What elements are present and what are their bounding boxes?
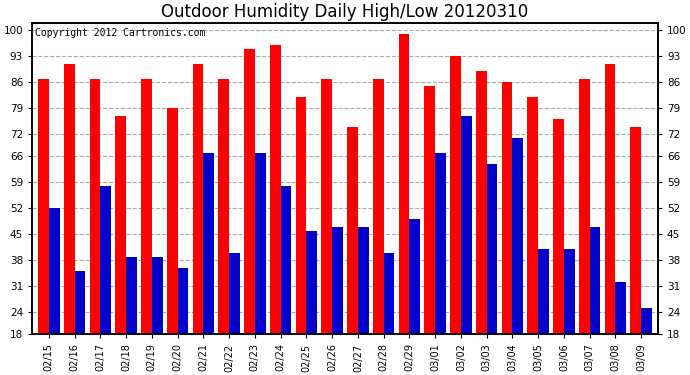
Bar bbox=[476, 71, 486, 334]
Bar bbox=[126, 256, 137, 334]
Bar bbox=[90, 79, 100, 334]
Bar bbox=[553, 119, 564, 334]
Bar bbox=[358, 227, 368, 334]
Bar bbox=[590, 227, 600, 334]
Bar bbox=[177, 268, 188, 334]
Bar bbox=[100, 186, 111, 334]
Bar bbox=[615, 282, 627, 334]
Title: Outdoor Humidity Daily High/Low 20120310: Outdoor Humidity Daily High/Low 20120310 bbox=[161, 3, 529, 21]
Bar bbox=[322, 79, 332, 334]
Bar bbox=[486, 164, 497, 334]
Bar bbox=[295, 97, 306, 334]
Bar bbox=[115, 116, 126, 334]
Bar bbox=[461, 116, 472, 334]
Bar bbox=[281, 186, 291, 334]
Bar bbox=[502, 82, 513, 334]
Bar bbox=[49, 209, 59, 334]
Bar bbox=[564, 249, 575, 334]
Bar bbox=[75, 272, 86, 334]
Bar bbox=[513, 138, 523, 334]
Text: Copyright 2012 Cartronics.com: Copyright 2012 Cartronics.com bbox=[35, 28, 206, 38]
Bar bbox=[435, 153, 446, 334]
Bar bbox=[204, 153, 214, 334]
Bar bbox=[255, 153, 266, 334]
Bar bbox=[347, 127, 358, 335]
Bar bbox=[38, 79, 49, 334]
Bar bbox=[631, 127, 641, 335]
Bar bbox=[306, 231, 317, 334]
Bar bbox=[244, 49, 255, 334]
Bar bbox=[193, 64, 204, 334]
Bar bbox=[152, 256, 163, 334]
Bar bbox=[229, 253, 240, 334]
Bar bbox=[167, 108, 177, 334]
Bar bbox=[399, 34, 409, 334]
Bar bbox=[641, 308, 652, 334]
Bar bbox=[579, 79, 590, 334]
Bar bbox=[332, 227, 343, 334]
Bar bbox=[450, 56, 461, 334]
Bar bbox=[218, 79, 229, 334]
Bar bbox=[373, 79, 384, 334]
Bar bbox=[384, 253, 395, 334]
Bar bbox=[63, 64, 75, 334]
Bar bbox=[141, 79, 152, 334]
Bar bbox=[270, 45, 281, 334]
Bar bbox=[424, 86, 435, 334]
Bar bbox=[409, 219, 420, 334]
Bar bbox=[527, 97, 538, 334]
Bar bbox=[538, 249, 549, 334]
Bar bbox=[604, 64, 615, 334]
